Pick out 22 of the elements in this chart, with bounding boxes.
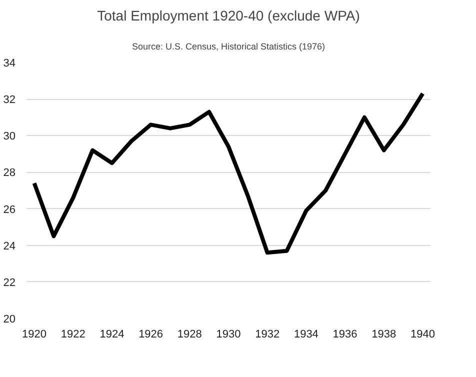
y-tick-label: 20 — [3, 314, 16, 326]
y-tick-label: 30 — [3, 130, 16, 143]
x-tick-label: 1926 — [138, 328, 164, 340]
line-series — [32, 92, 425, 255]
x-tick-label: 1938 — [372, 328, 396, 340]
x-tick-label: 1940 — [410, 328, 435, 340]
x-tick-label: 1920 — [22, 328, 47, 340]
y-tick-label: 26 — [3, 204, 16, 216]
chart-subtitle: Source: U.S. Census, Historical Statistics (1976) — [132, 42, 326, 52]
x-tick-label: 1924 — [100, 328, 124, 340]
x-tick-label: 1932 — [255, 328, 280, 340]
chart-title: Total Employment 1920-40 (exclude WPA) — [97, 8, 360, 24]
y-tick-label: 28 — [3, 167, 16, 180]
x-tick-label: 1936 — [332, 328, 358, 340]
y-tick-label: 24 — [3, 240, 16, 252]
y-tick-label: 34 — [3, 58, 16, 70]
x-tick-label: 1928 — [177, 328, 202, 340]
x-tick-label: 1934 — [294, 328, 318, 340]
y-tick-label: 22 — [3, 276, 16, 289]
x-tick-label: 1922 — [60, 328, 86, 340]
x-tick-label: 1930 — [216, 328, 241, 340]
y-tick-label: 32 — [3, 94, 16, 106]
